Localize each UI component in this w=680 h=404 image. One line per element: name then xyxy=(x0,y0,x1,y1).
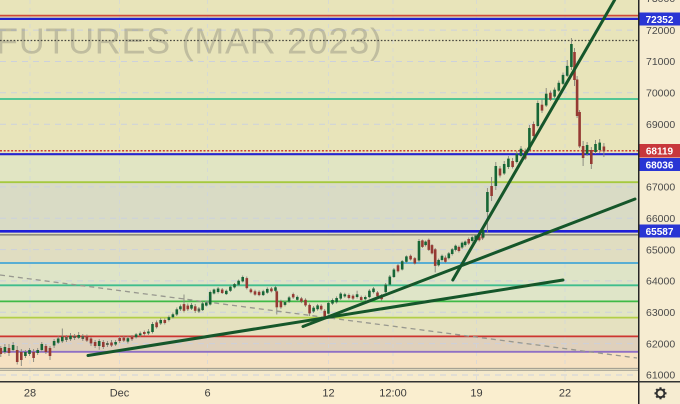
svg-text:72000: 72000 xyxy=(646,25,675,37)
svg-text:67000: 67000 xyxy=(646,182,675,194)
svg-text:69000: 69000 xyxy=(646,119,675,131)
svg-text:28: 28 xyxy=(24,388,36,400)
svg-text:72352: 72352 xyxy=(646,15,674,26)
svg-text:62000: 62000 xyxy=(646,338,675,350)
svg-text:64000: 64000 xyxy=(646,276,675,288)
svg-text:6: 6 xyxy=(204,388,210,400)
svg-text:71000: 71000 xyxy=(646,56,675,68)
svg-text:65587: 65587 xyxy=(646,227,674,238)
svg-text:Dec: Dec xyxy=(110,388,130,400)
svg-text:66000: 66000 xyxy=(646,213,675,225)
svg-text:19: 19 xyxy=(470,388,482,400)
svg-text:22: 22 xyxy=(559,388,571,400)
svg-text:70000: 70000 xyxy=(646,88,675,100)
svg-text:68036: 68036 xyxy=(646,160,674,171)
svg-text:68119: 68119 xyxy=(646,147,674,158)
svg-text:65000: 65000 xyxy=(646,244,675,256)
svg-text:63000: 63000 xyxy=(646,307,675,319)
svg-text:12:00: 12:00 xyxy=(379,388,407,400)
svg-text:12: 12 xyxy=(322,388,334,400)
svg-text:73000: 73000 xyxy=(646,0,675,5)
svg-text:61000: 61000 xyxy=(646,370,675,382)
